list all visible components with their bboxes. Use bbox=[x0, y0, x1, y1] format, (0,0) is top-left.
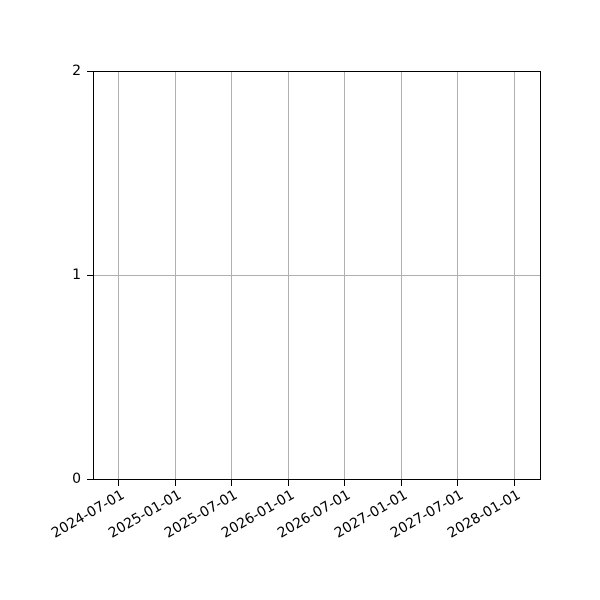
x-tick-mark bbox=[231, 480, 232, 486]
y-tick-mark bbox=[87, 479, 93, 480]
x-tick-mark bbox=[175, 480, 176, 486]
y-tick-label: 1 bbox=[72, 267, 81, 283]
y-gridline bbox=[94, 275, 540, 276]
y-tick-mark bbox=[87, 275, 93, 276]
x-tick-mark bbox=[457, 480, 458, 486]
x-tick-mark bbox=[514, 480, 515, 486]
x-tick-mark bbox=[288, 480, 289, 486]
x-tick-mark bbox=[118, 480, 119, 486]
x-tick-mark bbox=[401, 480, 402, 486]
y-tick-mark bbox=[87, 71, 93, 72]
y-tick-label: 0 bbox=[72, 471, 81, 487]
plot-area bbox=[93, 71, 541, 480]
x-tick-mark bbox=[344, 480, 345, 486]
y-tick-label: 2 bbox=[72, 63, 81, 79]
